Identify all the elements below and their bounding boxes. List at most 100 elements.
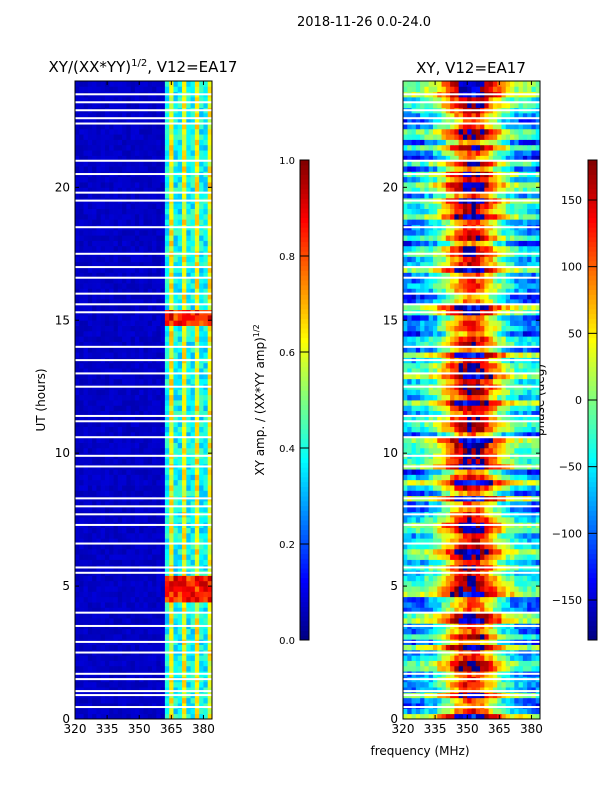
heatmap-cell: [104, 431, 110, 438]
heatmap-cell: [160, 245, 166, 252]
heatmap-cell: [505, 697, 511, 704]
heatmap-cell: [122, 410, 127, 417]
heatmap-cell: [186, 155, 191, 162]
heatmap-cell: [182, 458, 187, 465]
heatmap-cell: [480, 602, 485, 608]
heatmap-cell: [492, 687, 498, 693]
heatmap-cell: [75, 506, 80, 513]
heatmap-cell: [143, 182, 149, 188]
heatmap-cell: [403, 628, 408, 635]
heatmap-cell: [104, 469, 110, 475]
heatmap-cell: [100, 708, 106, 715]
heatmap-cell: [480, 703, 485, 709]
heatmap-cell: [143, 378, 149, 385]
heatmap-cell: [126, 144, 132, 151]
heatmap-cell: [182, 485, 187, 491]
suptitle: 2018-11-26 0.0-24.0: [297, 15, 431, 30]
heatmap-cell: [182, 203, 187, 209]
heatmap-cell: [169, 612, 174, 619]
heatmap-cell: [415, 607, 421, 614]
heatmap-cell: [177, 501, 183, 507]
heatmap-cell: [203, 554, 209, 560]
heatmap-cell: [75, 267, 80, 273]
heatmap-cell: [445, 660, 451, 667]
heatmap-cell: [130, 607, 136, 614]
heatmap-cell: [441, 660, 447, 667]
heatmap-cell: [139, 245, 144, 252]
heatmap-cell: [160, 580, 166, 587]
heatmap-cell: [492, 586, 498, 592]
colorbar-segment: [300, 500, 309, 507]
heatmap-cell: [518, 633, 524, 640]
heatmap-cell: [147, 187, 153, 194]
heatmap-cell: [152, 469, 157, 475]
heatmap-cell: [164, 368, 170, 374]
heatmap-cell: [182, 240, 187, 247]
heatmap-cell: [194, 713, 200, 720]
colorbar-segment: [300, 419, 309, 425]
heatmap-cell: [156, 421, 162, 427]
heatmap-cell: [471, 596, 477, 603]
heatmap-cell: [207, 346, 213, 353]
heatmap-cell: [117, 458, 123, 465]
heatmap-cell: [156, 134, 162, 140]
heatmap-cell: [143, 469, 149, 475]
heatmap-cell: [160, 655, 166, 661]
heatmap-cell: [199, 283, 204, 289]
heatmap-cell: [411, 708, 417, 715]
heatmap-cell: [194, 602, 200, 608]
heatmap-cell: [199, 479, 204, 486]
heatmap-cell: [104, 617, 110, 624]
heatmap-cell: [190, 187, 196, 194]
heatmap-cell: [415, 612, 421, 619]
heatmap-cell: [126, 479, 132, 486]
heatmap-cell: [96, 665, 102, 672]
heatmap-cell: [199, 490, 204, 497]
heatmap-cell: [134, 245, 140, 252]
heatmap-cell: [96, 527, 102, 534]
heatmap-cell: [109, 665, 114, 672]
heatmap-cell: [109, 139, 114, 146]
heatmap-cell: [117, 330, 123, 337]
heatmap-cell: [100, 644, 106, 651]
heatmap-cell: [199, 628, 204, 635]
heatmap-cell: [450, 633, 455, 640]
heatmap-cell: [186, 665, 191, 672]
heatmap-cell: [100, 341, 106, 348]
heatmap-cell: [203, 213, 209, 220]
heatmap-cell: [147, 612, 153, 619]
heatmap-cell: [83, 655, 89, 661]
heatmap-cell: [190, 288, 196, 295]
heatmap-cell: [83, 442, 89, 449]
colorbar-segment: [300, 347, 309, 353]
heatmap-cell: [147, 208, 153, 215]
heatmap-cell: [190, 389, 196, 396]
heatmap-cell: [87, 229, 93, 236]
heatmap-cell: [522, 633, 528, 640]
heatmap-cell: [462, 580, 468, 587]
heatmap-cell: [164, 373, 170, 380]
heatmap-cell: [194, 203, 200, 209]
heatmap-cell: [514, 687, 519, 693]
heatmap-cell: [177, 160, 183, 167]
heatmap-cell: [100, 293, 106, 300]
colorbar-segment: [300, 596, 309, 603]
heatmap-cell: [100, 405, 106, 412]
heatmap-cell: [190, 176, 196, 183]
heatmap-cell: [411, 703, 417, 709]
heatmap-cell: [130, 586, 136, 592]
heatmap-cell: [147, 182, 153, 188]
heatmap-cell: [79, 580, 84, 587]
heatmap-cell: [510, 607, 515, 614]
heatmap-cell: [134, 208, 140, 215]
heatmap-cell: [518, 575, 524, 582]
heatmap-cell: [143, 697, 149, 704]
heatmap-cell: [100, 267, 106, 273]
heatmap-cell: [190, 240, 196, 247]
heatmap-cell: [147, 219, 153, 225]
heatmap-cell: [497, 633, 502, 640]
heatmap-cell: [87, 703, 93, 709]
heatmap-cell: [139, 516, 144, 523]
heatmap-cell: [139, 277, 144, 284]
heatmap-cell: [160, 410, 166, 417]
